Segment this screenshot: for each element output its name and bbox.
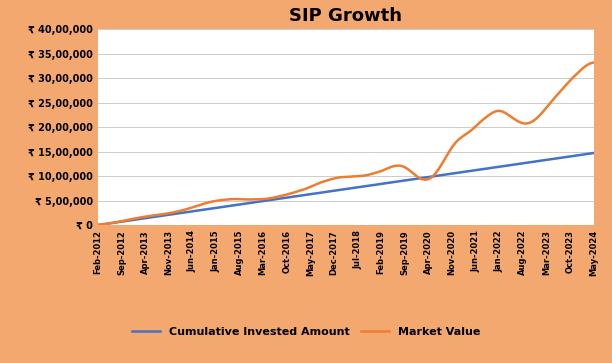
Market Value: [398, 164, 405, 168]
Market Value: [445, 150, 452, 155]
Cumulative Invested Amount: [398, 179, 405, 183]
Cumulative Invested Amount: [445, 172, 452, 176]
Line: Cumulative Invested Amount: Cumulative Invested Amount: [98, 153, 594, 225]
Cumulative Invested Amount: [188, 209, 196, 213]
Market Value: [590, 60, 597, 65]
Cumulative Invested Amount: [330, 189, 338, 193]
Market Value: [94, 223, 102, 227]
Legend: Cumulative Invested Amount, Market Value: Cumulative Invested Amount, Market Value: [128, 322, 484, 341]
Title: SIP Growth: SIP Growth: [289, 7, 402, 25]
Cumulative Invested Amount: [94, 223, 102, 227]
Market Value: [128, 217, 135, 221]
Line: Market Value: Market Value: [98, 62, 594, 225]
Market Value: [330, 176, 338, 181]
Market Value: [188, 205, 196, 209]
Cumulative Invested Amount: [128, 218, 135, 222]
Market Value: [340, 175, 348, 179]
Cumulative Invested Amount: [590, 151, 597, 155]
Cumulative Invested Amount: [340, 187, 348, 191]
